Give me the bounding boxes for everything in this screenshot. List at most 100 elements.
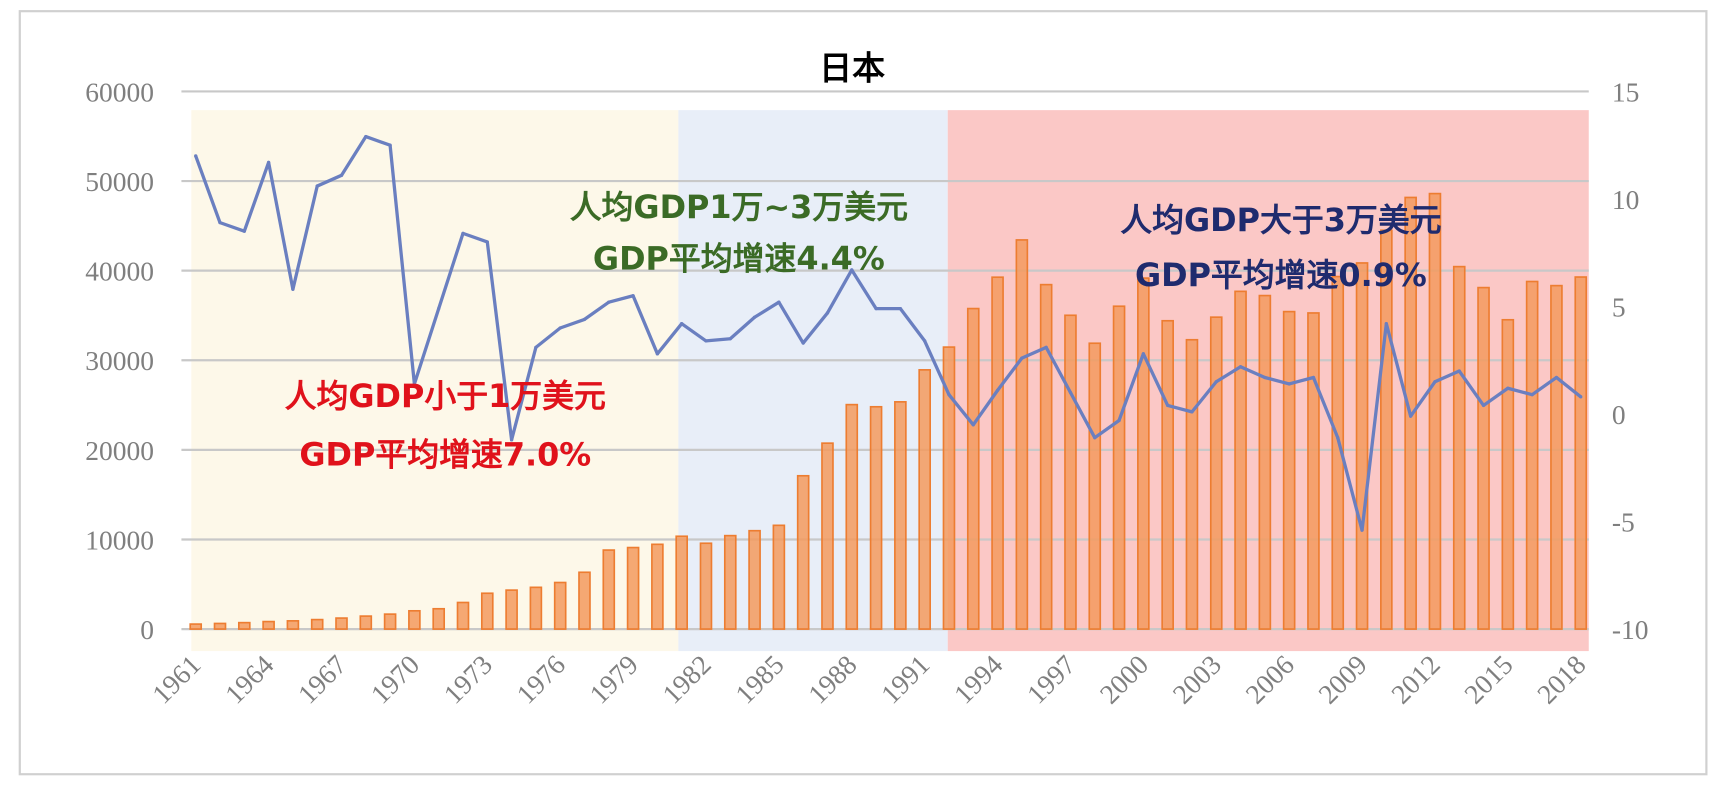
line-point-1985 (777, 300, 781, 304)
left-tick-label: 10000 (85, 525, 154, 555)
chart-title: 日本 (819, 48, 885, 87)
bar-1961 (189, 623, 203, 630)
bar-1997 (1064, 314, 1077, 630)
line-point-2001 (1166, 403, 1170, 408)
bar-1984 (748, 529, 761, 630)
bar-1988 (845, 403, 859, 630)
bar-1962 (213, 622, 227, 630)
bar-2001 (1161, 319, 1174, 630)
line-point-1962 (218, 220, 222, 225)
line-point-1992 (947, 393, 951, 397)
line-point-1965 (291, 287, 295, 291)
bar-1980 (651, 543, 664, 630)
bar-1969 (383, 613, 397, 630)
line-point-2005 (1263, 375, 1267, 380)
bar-1999 (1112, 305, 1126, 630)
line-point-2010 (1384, 322, 1388, 326)
bar-2004 (1234, 290, 1247, 630)
region2-label2: GDP平均增速4.4% (593, 240, 885, 278)
bar-2016 (1525, 280, 1539, 630)
left-tick-label: 60000 (85, 77, 154, 107)
bar-series (189, 192, 1588, 630)
line-point-1978 (607, 300, 611, 304)
line-point-2014 (1481, 403, 1486, 408)
left-tick-label: 30000 (85, 346, 154, 376)
bar-2014 (1477, 286, 1490, 630)
bar-2010 (1380, 229, 1393, 630)
line-point-1969 (388, 143, 392, 147)
line-point-2012 (1433, 380, 1437, 384)
bar-1989 (869, 405, 883, 630)
line-point-1993 (971, 423, 975, 427)
line-point-1966 (315, 184, 319, 188)
bar-1985 (772, 524, 786, 630)
bar-1966 (310, 618, 324, 630)
bar-1981 (675, 535, 689, 630)
left-tick-label: 0 (140, 615, 154, 645)
line-point-1988 (850, 268, 854, 272)
line-point-1975 (534, 345, 538, 350)
line-point-1977 (582, 317, 587, 322)
bar-1975 (529, 586, 543, 630)
bar-1982 (699, 542, 713, 630)
line-point-1984 (752, 315, 757, 319)
line-point-1987 (825, 311, 830, 315)
bar-1964 (262, 620, 275, 630)
bar-1979 (626, 546, 640, 630)
line-point-1999 (1117, 418, 1121, 423)
right-tick-label: 10 (1612, 185, 1639, 215)
bar-1998 (1088, 342, 1102, 630)
right-tick-label: -5 (1612, 507, 1635, 537)
line-point-2008 (1336, 436, 1340, 440)
line-point-2000 (1141, 352, 1146, 356)
bar-2015 (1501, 318, 1515, 630)
line-series (194, 134, 1583, 532)
line-point-1982 (704, 339, 708, 343)
region2-label1: 人均GDP1万~3万美元 (570, 188, 908, 226)
line-point-2015 (1506, 386, 1510, 390)
region1-label1: 人均GDP小于1万美元 (285, 377, 606, 415)
line-point-1967 (339, 173, 344, 177)
line-point-2018 (1579, 395, 1583, 399)
bar-1971 (432, 607, 446, 630)
line-point-2003 (1214, 380, 1218, 384)
line-point-1989 (874, 307, 878, 311)
right-tick-label: 5 (1612, 292, 1626, 322)
bar-2005 (1258, 294, 1272, 630)
left-tick-label: 40000 (85, 257, 154, 287)
bar-2018 (1574, 276, 1588, 630)
bar-1972 (456, 601, 470, 630)
bar-1994 (991, 276, 1004, 630)
bar-1976 (553, 581, 567, 630)
bar-2003 (1209, 316, 1223, 630)
bar-2000 (1137, 277, 1150, 630)
left-tick-label: 50000 (85, 167, 154, 197)
bar-1970 (408, 609, 421, 630)
bar-1990 (894, 401, 907, 630)
line-point-2002 (1190, 410, 1194, 414)
bar-2002 (1185, 338, 1199, 630)
line-point-2011 (1408, 414, 1413, 418)
line-point-1995 (1020, 356, 1024, 360)
bar-2012 (1428, 192, 1442, 630)
line-point-1972 (461, 231, 465, 236)
line-point-1973 (485, 240, 489, 244)
line-point-2006 (1287, 382, 1291, 386)
right-tick-label: 0 (1612, 400, 1626, 430)
bar-1978 (602, 549, 616, 630)
growth-line (194, 134, 1582, 532)
bar-2007 (1307, 312, 1320, 630)
line-point-1991 (923, 339, 927, 343)
line-point-1990 (898, 307, 903, 311)
left-axis: 0 10000 20000 30000 40000 50000 60000 (85, 77, 154, 645)
line-point-1963 (242, 229, 246, 233)
bar-1974 (505, 589, 518, 630)
bar-1991 (918, 369, 931, 630)
annotations: 人均GDP小于1万美元 GDP平均增速7.0% 人均GDP1万~3万美元 GDP… (285, 188, 1442, 473)
line-point-1997 (1068, 390, 1073, 395)
line-point-1976 (558, 326, 562, 330)
bar-1967 (335, 617, 348, 630)
bar-1965 (286, 620, 300, 630)
bar-1968 (359, 615, 373, 630)
